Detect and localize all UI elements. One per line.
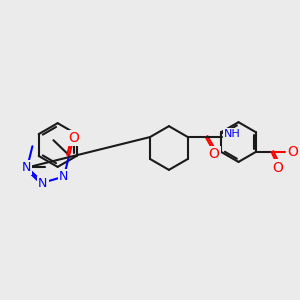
Text: N: N (38, 177, 48, 190)
Text: NH: NH (224, 129, 240, 139)
Text: N: N (59, 170, 69, 183)
Text: N: N (22, 161, 31, 174)
Text: O: O (68, 131, 79, 145)
Text: O: O (208, 147, 219, 161)
Text: O: O (272, 161, 283, 175)
Text: O: O (287, 145, 298, 159)
